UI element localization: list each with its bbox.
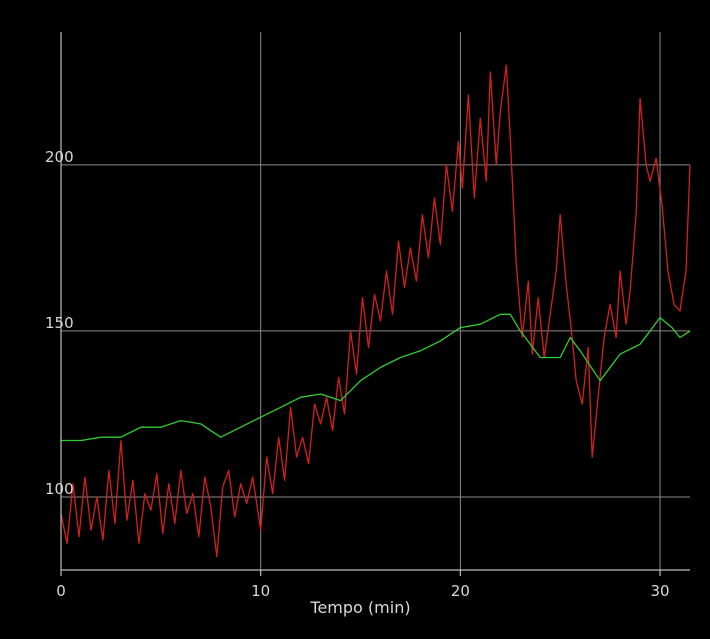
axes — [60, 32, 690, 576]
tick-labels: 0 10 20 30 100 150 200 — [45, 148, 670, 600]
y-tick-label: 100 — [45, 480, 74, 498]
x-tick-label: 10 — [251, 582, 270, 600]
y-tick-label: 150 — [45, 314, 74, 332]
series-line-2 — [61, 313, 691, 442]
x-axis-title: Tempo (min) — [309, 598, 410, 617]
x-tick-label: 20 — [451, 582, 470, 600]
x-tick-label: 30 — [651, 582, 670, 600]
x-tick-label: 0 — [56, 582, 66, 600]
series-layer — [60, 64, 691, 558]
series-line-1 — [60, 64, 691, 558]
y-tick-label: 200 — [45, 148, 74, 166]
grid — [61, 32, 690, 570]
